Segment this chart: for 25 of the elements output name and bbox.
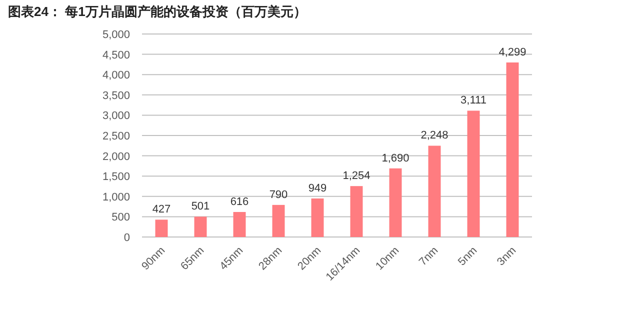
data-label: 4,299: [498, 46, 526, 58]
data-label: 790: [269, 188, 288, 201]
data-label: 616: [230, 196, 249, 208]
y-tick-label: 4,000: [102, 70, 130, 82]
x-tick-label: 5nm: [456, 244, 480, 268]
x-tick-label: 7nm: [417, 244, 441, 268]
data-label: 2,248: [420, 130, 448, 142]
data-label: 3,111: [460, 94, 486, 107]
y-tick-label: 3,000: [102, 110, 130, 122]
y-tick-label: 4,500: [102, 49, 130, 62]
data-label: 1,690: [382, 152, 410, 164]
data-label: 1,254: [342, 170, 370, 182]
data-label: 501: [191, 200, 210, 213]
y-tick-label: 2,500: [102, 130, 130, 142]
y-tick-label: 500: [112, 212, 130, 224]
data-label: 427: [152, 204, 171, 216]
y-tick-label: 1,000: [102, 191, 130, 204]
y-tick-label: 1,500: [102, 171, 130, 184]
data-label: 949: [308, 182, 327, 194]
x-tick-label: 3nm: [495, 244, 519, 268]
title: 图表24： 每1万片晶圆产能的设备投资（百万美元）: [8, 4, 306, 19]
y-tick-label: 0: [124, 232, 130, 244]
y-tick-label: 3,500: [102, 90, 130, 102]
y-tick-label: 5,000: [102, 29, 130, 41]
y-tick-label: 2,000: [102, 150, 130, 163]
